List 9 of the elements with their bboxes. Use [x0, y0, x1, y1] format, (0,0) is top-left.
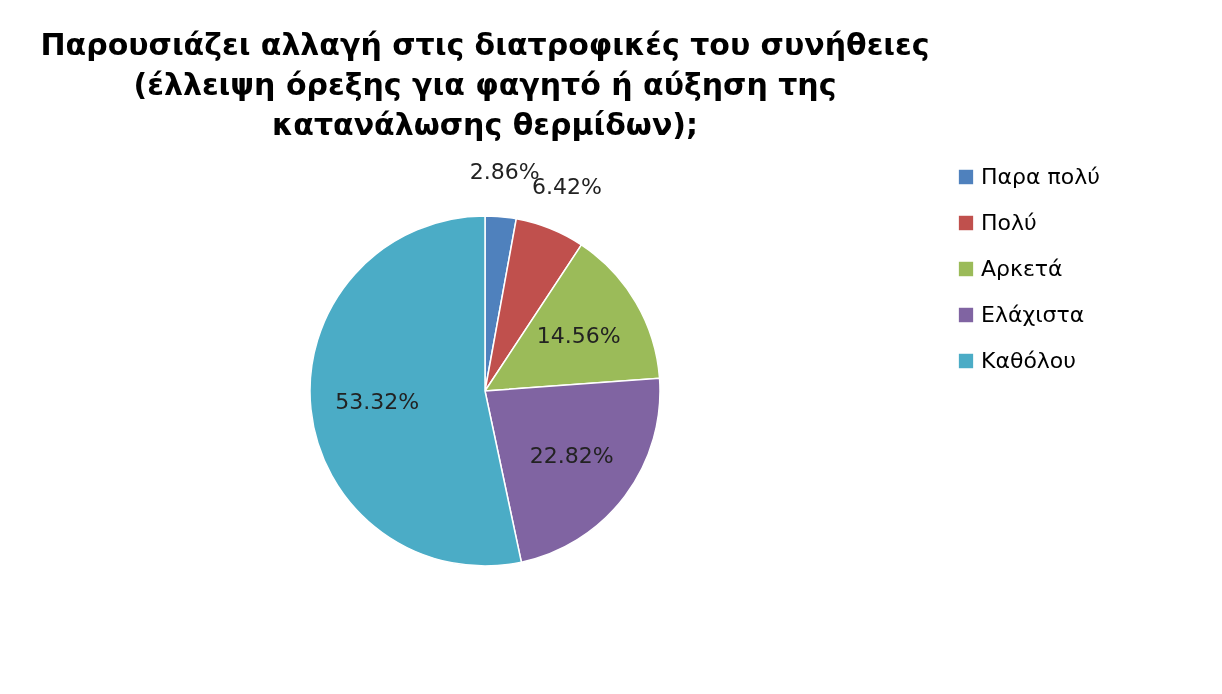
- data-label: 22.82%: [529, 443, 614, 469]
- legend-label: Αρκετά: [981, 256, 1063, 281]
- legend-label: Παρα πολύ: [981, 164, 1100, 189]
- chart-title: Παρουσιάζει αλλαγή στις διατροφικές του συνήθειες (έλλειψη όρεξης για φαγητό ή αύξηση της κατανάλωσης θερμίδων);: [40, 26, 930, 142]
- data-label: 53.32%: [335, 389, 420, 415]
- legend-label: Πολύ: [981, 210, 1037, 235]
- legend-label: Ελάχιστα: [981, 302, 1085, 327]
- data-label: 14.56%: [536, 323, 621, 349]
- legend-label: Καθόλου: [981, 348, 1077, 373]
